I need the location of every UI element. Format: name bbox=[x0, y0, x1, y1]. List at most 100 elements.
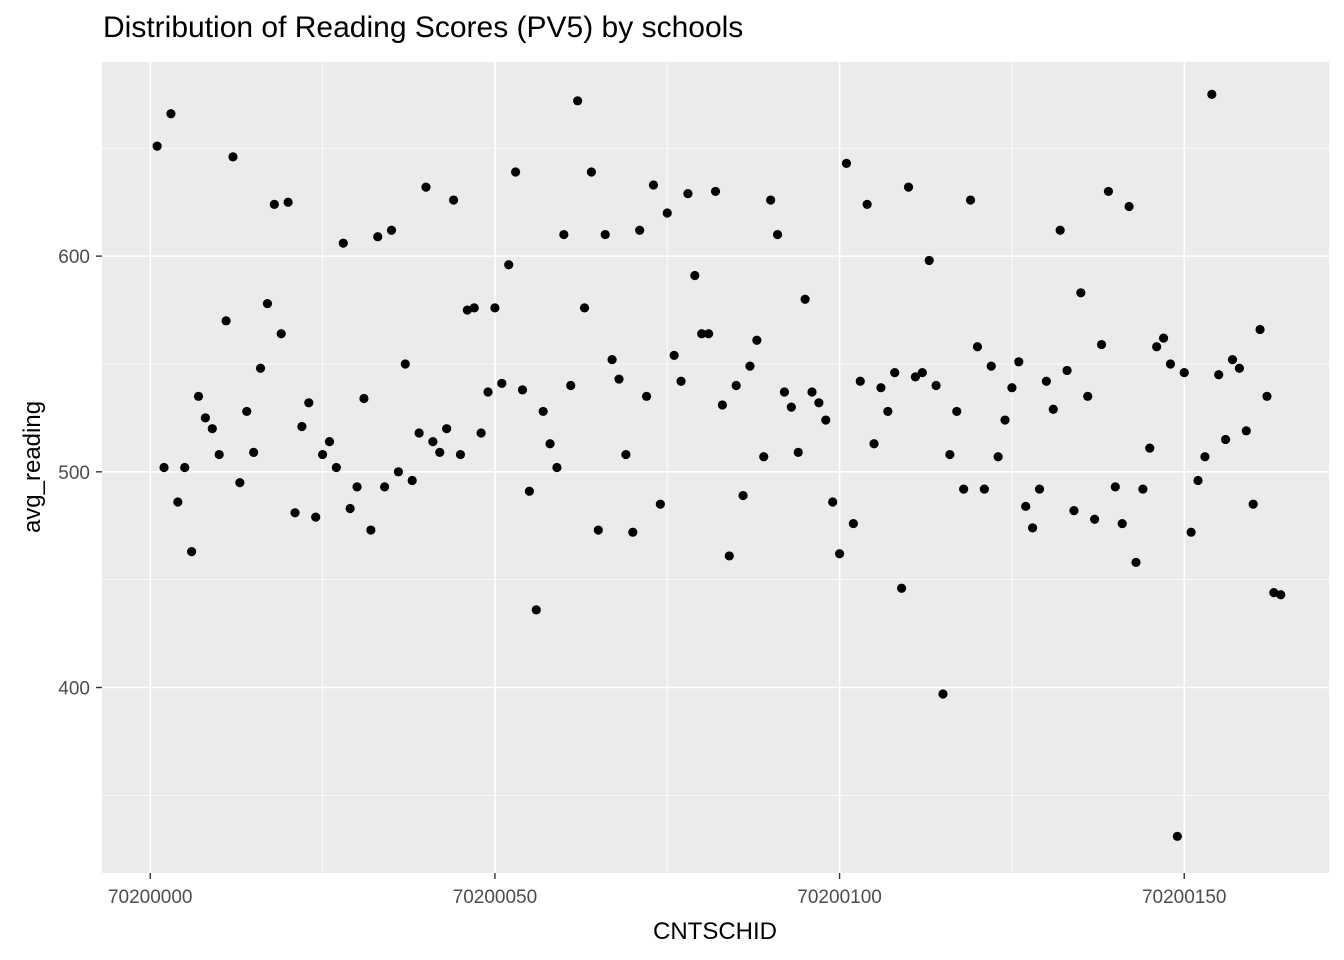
data-point bbox=[317, 449, 328, 460]
data-point bbox=[331, 462, 341, 473]
data-point bbox=[455, 449, 466, 460]
data-point bbox=[1034, 484, 1045, 494]
data-point bbox=[1186, 527, 1196, 537]
data-point bbox=[152, 141, 162, 151]
x-axis-title: CNTSCHID bbox=[653, 918, 777, 945]
data-point bbox=[235, 477, 245, 488]
data-point bbox=[380, 482, 390, 492]
data-point bbox=[766, 195, 776, 205]
data-point bbox=[1221, 434, 1231, 445]
data-point bbox=[1200, 452, 1210, 462]
data-point bbox=[386, 225, 397, 235]
data-point bbox=[945, 449, 955, 460]
data-point bbox=[1152, 342, 1162, 352]
data-point bbox=[890, 367, 900, 378]
data-point bbox=[979, 484, 989, 494]
data-point bbox=[731, 380, 741, 391]
data-point bbox=[483, 387, 493, 397]
data-point bbox=[972, 342, 983, 352]
data-point bbox=[745, 361, 755, 371]
data-point bbox=[779, 387, 790, 397]
data-point bbox=[1248, 499, 1258, 509]
data-point bbox=[276, 329, 286, 339]
data-point bbox=[524, 486, 534, 496]
data-point bbox=[1214, 370, 1224, 380]
data-point bbox=[697, 329, 707, 339]
data-point bbox=[366, 525, 376, 535]
data-point bbox=[641, 391, 652, 401]
data-point bbox=[1158, 333, 1169, 343]
data-point bbox=[324, 437, 335, 447]
y-axis-tick-labels: 400 500 600 bbox=[58, 247, 90, 699]
x-tick-label: 70200100 bbox=[797, 887, 882, 908]
data-point bbox=[593, 525, 603, 535]
data-point bbox=[469, 303, 479, 313]
data-points bbox=[152, 89, 1286, 841]
data-point bbox=[490, 303, 500, 313]
data-point bbox=[669, 350, 679, 360]
data-point bbox=[1103, 186, 1114, 197]
plot-panel bbox=[102, 62, 1329, 873]
data-point bbox=[504, 260, 514, 270]
data-point bbox=[338, 238, 348, 248]
data-point bbox=[1172, 831, 1182, 841]
data-point bbox=[1117, 518, 1127, 529]
data-point bbox=[497, 378, 507, 388]
data-point bbox=[952, 406, 962, 417]
data-point bbox=[1234, 363, 1244, 373]
data-point bbox=[531, 605, 541, 615]
data-point bbox=[359, 393, 369, 404]
data-point bbox=[173, 497, 183, 507]
data-point bbox=[180, 462, 190, 473]
data-point bbox=[1124, 201, 1134, 212]
data-point bbox=[1207, 89, 1217, 99]
data-point bbox=[683, 188, 693, 199]
data-point bbox=[786, 402, 796, 412]
data-point bbox=[1096, 339, 1107, 350]
data-point bbox=[193, 391, 204, 401]
data-point bbox=[710, 186, 721, 197]
data-point bbox=[862, 199, 872, 209]
data-point bbox=[579, 303, 590, 313]
data-point bbox=[262, 298, 273, 309]
data-point bbox=[834, 549, 845, 559]
data-point bbox=[993, 452, 1003, 462]
data-point bbox=[1276, 590, 1286, 600]
data-point bbox=[607, 355, 617, 365]
data-point bbox=[510, 167, 521, 177]
data-point bbox=[759, 452, 769, 462]
data-point bbox=[876, 383, 886, 393]
data-point bbox=[159, 462, 169, 473]
data-point bbox=[1241, 426, 1251, 436]
data-point bbox=[724, 551, 734, 561]
data-point bbox=[986, 361, 996, 371]
data-point bbox=[1021, 501, 1031, 511]
data-point bbox=[242, 406, 252, 417]
data-point bbox=[614, 374, 624, 384]
y-axis-title: avg_reading bbox=[19, 401, 46, 533]
data-point bbox=[421, 182, 431, 192]
data-point bbox=[442, 424, 452, 434]
data-point bbox=[704, 329, 714, 339]
data-point bbox=[407, 475, 417, 486]
data-point bbox=[910, 372, 921, 382]
data-point bbox=[814, 398, 824, 408]
data-point bbox=[938, 689, 948, 699]
data-point bbox=[269, 199, 279, 209]
x-tick-label: 70200050 bbox=[453, 887, 538, 908]
data-point bbox=[393, 467, 404, 477]
data-point bbox=[1076, 288, 1086, 298]
data-point bbox=[352, 482, 362, 492]
data-point bbox=[283, 197, 293, 207]
data-point bbox=[545, 439, 555, 449]
data-point bbox=[897, 583, 907, 593]
data-point bbox=[559, 229, 569, 240]
data-point bbox=[600, 229, 610, 240]
data-point bbox=[828, 497, 838, 507]
data-point bbox=[662, 208, 672, 218]
data-point bbox=[517, 385, 528, 395]
data-point bbox=[821, 415, 831, 425]
data-point bbox=[931, 380, 941, 391]
data-point bbox=[1145, 443, 1155, 453]
